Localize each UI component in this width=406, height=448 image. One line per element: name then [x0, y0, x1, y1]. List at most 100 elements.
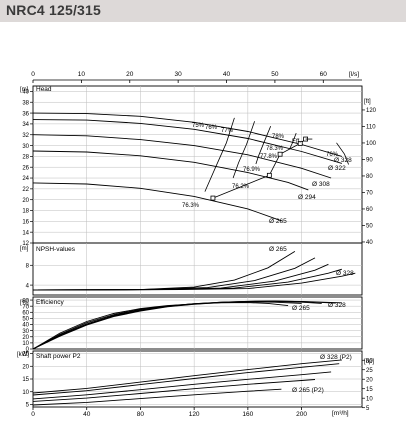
power-left-tick-label: 5: [26, 403, 30, 409]
head-right-tick-label: 120: [366, 108, 377, 114]
head-left-tick-label: 36: [22, 111, 29, 117]
efficiency-label-77: 77%: [221, 128, 234, 134]
bep-marker: [210, 195, 216, 201]
top-axis-tick-label: 40: [223, 71, 231, 78]
head-right-tick-label: 50: [366, 224, 373, 230]
bep-marker: [266, 172, 272, 178]
head-left-tick-label: 22: [22, 187, 29, 193]
eff-curve-1: [32, 301, 302, 350]
efficiency-label-77-8: 77.8%: [260, 154, 278, 160]
eff-left-tick-label: 70: [22, 304, 29, 310]
efficiency-panel-label: Efficiency: [36, 299, 64, 306]
power-curve-0: [32, 359, 342, 394]
efficiency-label-76-9: 76.9%: [243, 167, 261, 173]
top-axis-tick-label: 20: [126, 71, 134, 78]
power-right-tick-label: 15: [366, 387, 373, 393]
iso-efficiency-line-1: [232, 121, 255, 179]
npsh-diameter-label-328: Ø 328: [336, 270, 354, 277]
eff-left-tick-label: 60: [22, 310, 29, 316]
head-left-tick-label: 12: [22, 241, 29, 247]
head-left-tick-label: 28: [22, 155, 29, 161]
top-axis-tick-label: 30: [175, 71, 183, 78]
bottom-axis-tick-label: 40: [83, 411, 91, 418]
head-right-tick-label: 110: [366, 125, 376, 131]
bep-marker: [297, 140, 303, 146]
eff-left-tick-label: 30: [22, 329, 29, 335]
eff-left-tick-label: 20: [22, 335, 29, 341]
iso-efficiency-line-4: [336, 142, 349, 165]
head-left-tick-label: 18: [22, 209, 29, 215]
top-axis-tick-label: 0: [31, 71, 35, 78]
bottom-axis-unit: [m³/h]: [332, 410, 349, 417]
head-curve-4: [32, 182, 282, 222]
head-right-unit: [ft]: [364, 99, 371, 105]
head-curve-2: [32, 134, 332, 179]
head-curve-1: [32, 119, 343, 164]
head-diameter-label-294: Ø 294: [298, 194, 316, 201]
power-left-tick-label: 15: [22, 377, 29, 383]
power-left-unit: [kW]: [17, 352, 29, 358]
power-right-tick-label: 25: [366, 368, 373, 374]
bottom-axis-tick-label: 0: [31, 411, 35, 418]
head-curve-3: [32, 150, 309, 191]
page-title: NRC4 125/315: [6, 2, 102, 18]
head-right-tick-label: 90: [366, 158, 373, 164]
eff-left-tick-label: 50: [22, 317, 29, 323]
power-panel-label: Shaft power P2: [36, 353, 81, 360]
head-panel: 12 14 16 18 20 22 24 26 28 30 32 34 36 38 40 40 50 60 70 8…: [20, 85, 377, 247]
power-right-tick-label: 30: [366, 358, 373, 364]
head-left-tick-label: 20: [22, 198, 29, 204]
efficiency-left-unit: [%]: [20, 300, 29, 306]
iso-efficiency-line-0: [204, 117, 235, 192]
head-left-tick-label: 40: [22, 90, 29, 96]
efficiency-diameter-label-265: Ø 265: [292, 305, 310, 312]
efficiency-label-76-right: 76%: [326, 152, 339, 158]
bottom-axis-tick-label: 120: [189, 411, 200, 418]
head-diameter-label-308: Ø 308: [312, 181, 330, 188]
eff-curve-4: [32, 300, 342, 350]
head-diameter-label-265: Ø 265: [269, 218, 287, 225]
top-axis: 0 10 20 30 40 50 60 [l/s]: [31, 71, 362, 83]
efficiency-label-75: 75%: [192, 123, 205, 129]
iso-efficiency-line-2: [255, 125, 272, 165]
power-left-tick-label: 20: [22, 364, 29, 370]
head-right-tick-label: 40: [366, 240, 373, 246]
power-curve-4: [32, 388, 282, 406]
npsh-panel-label: NPSH-values: [36, 246, 76, 253]
power-panel: 5 10 15 20 25 5 10 15 20 25 30 Shaft power P2 [kW…: [17, 350, 374, 412]
head-right-tick-label: 60: [366, 207, 373, 213]
npsh-panel: 4 8 NPSH-values [m] Ø 265 Ø 328: [20, 242, 363, 296]
npsh-curve-4: [32, 272, 356, 291]
efficiency-label-76: 76%: [205, 125, 218, 131]
head-right-tick-label: 80: [366, 174, 373, 180]
head-panel-label: Head: [36, 86, 52, 93]
bottom-axis-tick-label: 200: [296, 411, 307, 418]
efficiency-diameter-label-328: Ø 328: [328, 302, 346, 309]
efficiency-label-76-3: 76.3%: [182, 203, 200, 209]
head-left-tick-label: 30: [22, 144, 29, 150]
power-right-unit: [hp]: [364, 359, 374, 365]
npsh-left-tick-label: 8: [26, 263, 30, 269]
top-axis-tick-label: 60: [320, 71, 328, 78]
power-right-tick-label: 10: [366, 396, 373, 402]
power-curve-1: [32, 363, 340, 396]
head-left-tick-label: 32: [22, 133, 29, 139]
bottom-axis-tick-label: 80: [137, 411, 145, 418]
power-diameter-label-328: Ø 328 (P2): [320, 354, 352, 361]
iso-efficiency-line-3: [289, 132, 297, 150]
power-left-tick-label: 25: [22, 352, 29, 358]
eff-left-tick-label: 0: [26, 347, 30, 353]
efficiency-label-eff: Eff.: [292, 139, 301, 145]
head-left-tick-label: 24: [22, 176, 29, 182]
head-right-tick-label: 70: [366, 191, 373, 197]
head-right-tick-label: 100: [366, 141, 377, 147]
npsh-left-unit: [m]: [20, 246, 29, 252]
head-diameter-label-322: Ø 322: [328, 165, 346, 172]
npsh-curve-0: [32, 251, 296, 291]
efficiency-label-78-3: 78.3%: [266, 146, 284, 152]
power-diameter-label-265: Ø 265 (P2): [292, 387, 324, 394]
head-left-tick-label: 16: [22, 220, 29, 226]
efficiency-label-78: 78%: [272, 134, 285, 140]
